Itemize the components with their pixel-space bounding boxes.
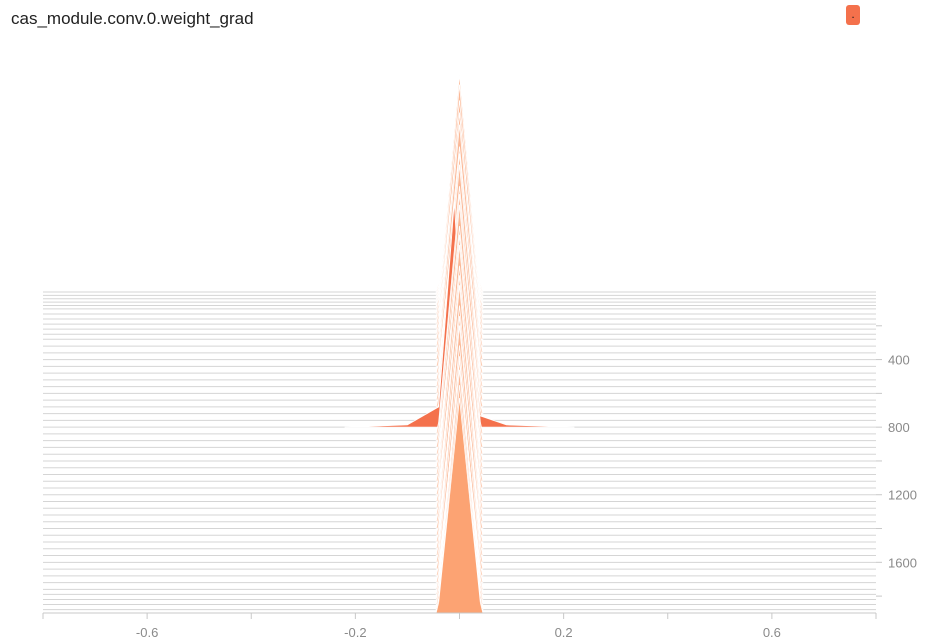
series-color-badge[interactable]: . bbox=[846, 5, 860, 25]
y-axis: 400 800 1200 1600 bbox=[876, 325, 917, 597]
y-tick-label: 800 bbox=[888, 420, 910, 435]
x-tick-label: 0.2 bbox=[555, 625, 573, 640]
x-tick-label: 0.6 bbox=[763, 625, 781, 640]
y-tick-label: 1200 bbox=[888, 488, 917, 503]
x-axis: -0.6 -0.2 0.2 0.6 bbox=[42, 612, 877, 640]
x-tick-label: -0.2 bbox=[344, 625, 366, 640]
x-tick-label: -0.6 bbox=[136, 625, 158, 640]
histogram-ridges bbox=[344, 70, 575, 614]
y-tick-label: 400 bbox=[888, 353, 910, 368]
y-tick-label: 1600 bbox=[888, 555, 917, 570]
chart-title: cas_module.conv.0.weight_grad bbox=[11, 9, 254, 28]
